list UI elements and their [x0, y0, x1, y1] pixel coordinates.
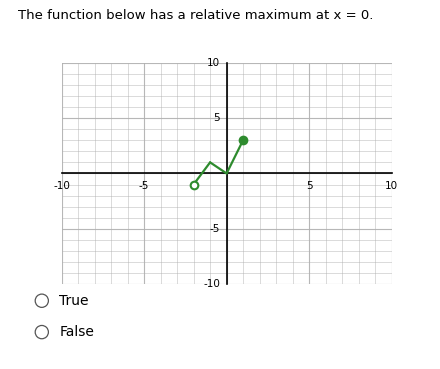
- Text: The function below has a relative maximum at x = 0.: The function below has a relative maximu…: [18, 9, 373, 22]
- Text: True: True: [59, 294, 89, 308]
- Text: -10: -10: [203, 279, 220, 289]
- Text: -10: -10: [53, 181, 70, 191]
- Text: False: False: [59, 325, 94, 339]
- Text: -5: -5: [139, 181, 149, 191]
- Text: 10: 10: [385, 181, 398, 191]
- Text: -5: -5: [209, 224, 220, 234]
- Text: 5: 5: [306, 181, 312, 191]
- Text: 5: 5: [213, 113, 220, 123]
- Text: 10: 10: [207, 58, 220, 68]
